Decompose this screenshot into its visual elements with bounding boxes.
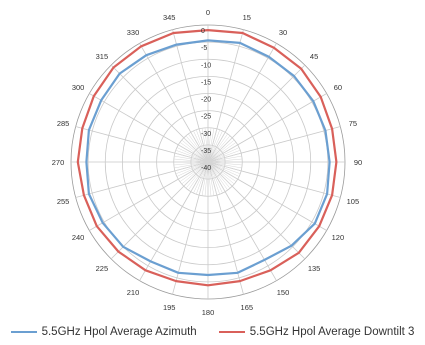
angle-tick-label: 315 — [96, 52, 109, 61]
radial-tick-label: -25 — [201, 114, 211, 121]
radial-tick-label: 0 — [201, 28, 205, 35]
angle-tick-label: 90 — [354, 158, 362, 167]
angle-tick-label: 180 — [202, 308, 215, 317]
legend-label-downtilt: 5.5GHz Hpol Average Downtilt 3 — [250, 326, 415, 338]
angle-tick-label: 300 — [72, 83, 85, 92]
angle-tick-label: 60 — [334, 83, 342, 92]
angle-tick-label: 15 — [243, 13, 251, 22]
angle-tick-label: 240 — [72, 233, 85, 242]
legend-item-azimuth: 5.5GHz Hpol Average Azimuth — [11, 326, 197, 338]
angle-tick-label: 30 — [279, 28, 287, 37]
angle-tick-label: 75 — [349, 119, 357, 128]
angle-tick-label: 150 — [277, 288, 290, 297]
radial-tick-label: -40 — [201, 165, 211, 172]
angle-tick-label: 285 — [57, 119, 70, 128]
radial-tick-label: -15 — [201, 79, 211, 86]
angle-tick-label: 210 — [127, 288, 140, 297]
radial-tick-label: -10 — [201, 62, 211, 69]
radial-tick-label: -20 — [201, 97, 211, 104]
angle-tick-label: 0 — [206, 8, 210, 17]
angle-tick-label: 120 — [332, 233, 345, 242]
legend-label-azimuth: 5.5GHz Hpol Average Azimuth — [42, 326, 197, 338]
angle-tick-label: 255 — [57, 197, 70, 206]
legend: 5.5GHz Hpol Average Azimuth 5.5GHz Hpol … — [0, 322, 425, 342]
angle-tick-label: 105 — [347, 197, 360, 206]
legend-swatch-azimuth — [11, 331, 37, 333]
angle-tick-label: 45 — [310, 52, 318, 61]
legend-swatch-downtilt — [219, 331, 245, 333]
radial-tick-label: -35 — [201, 148, 211, 155]
angle-tick-label: 330 — [127, 28, 140, 37]
radial-tick-label: -5 — [201, 45, 207, 52]
polar-chart: 0 15 30 45 60 75 90 105 120 135 150 165 180 195 210 225… — [0, 0, 425, 320]
angle-tick-label: 270 — [52, 158, 65, 167]
angle-tick-label: 225 — [96, 264, 109, 273]
radial-tick-label: -30 — [201, 131, 211, 138]
angle-tick-label: 345 — [163, 13, 176, 22]
angle-tick-label: 195 — [163, 303, 176, 312]
legend-item-downtilt: 5.5GHz Hpol Average Downtilt 3 — [219, 326, 415, 338]
angle-tick-label: 165 — [241, 303, 254, 312]
angle-tick-label: 135 — [308, 264, 321, 273]
